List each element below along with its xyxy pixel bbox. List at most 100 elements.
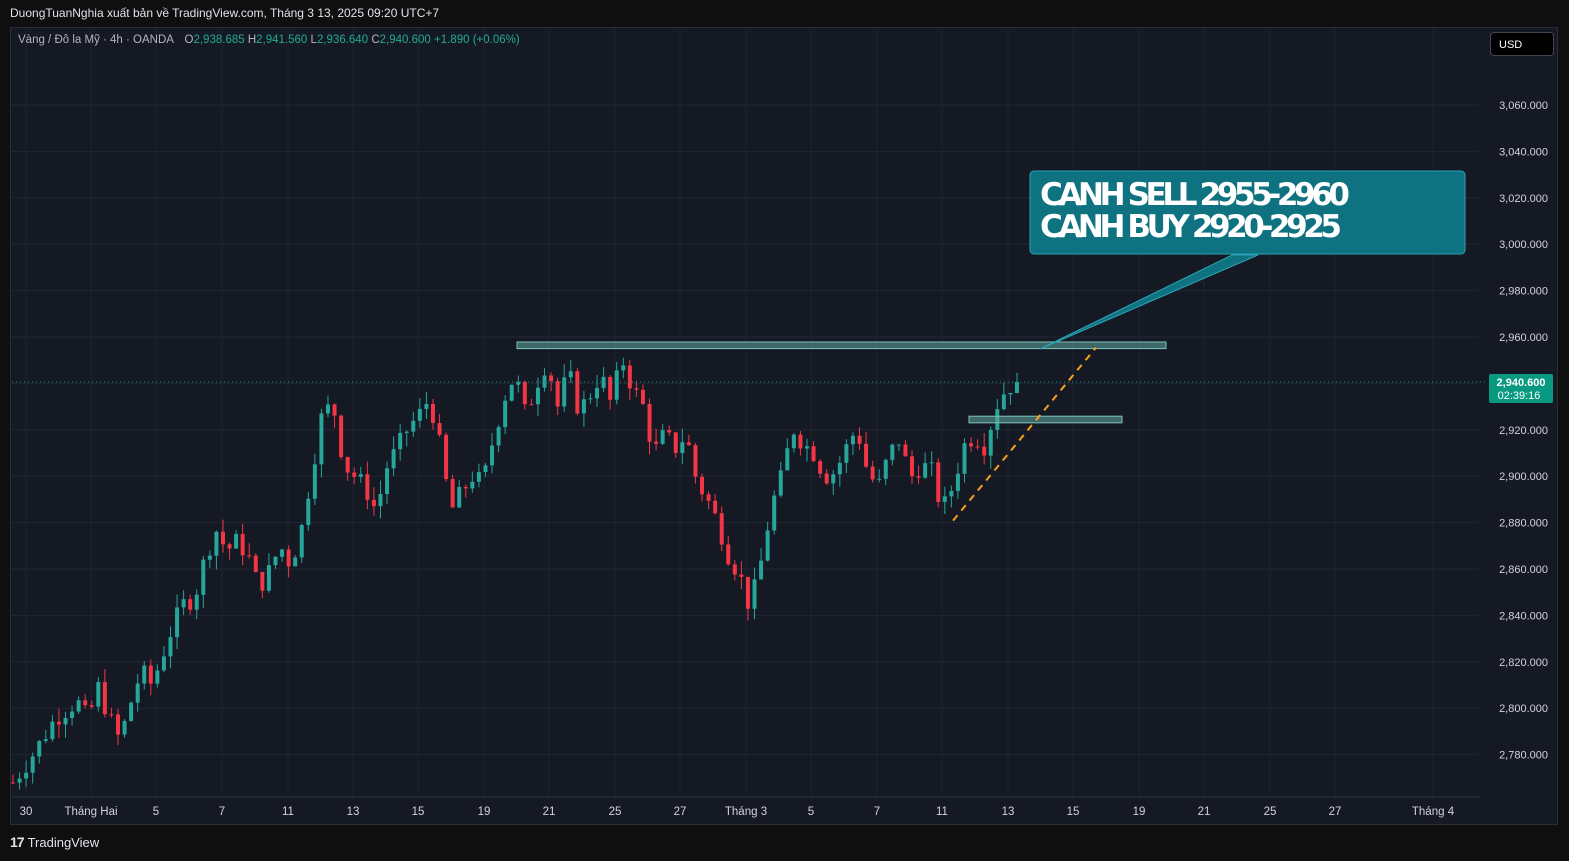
candle-body — [929, 462, 934, 464]
grid-lines — [12, 28, 1478, 797]
candle-body — [299, 524, 304, 558]
symbol-legend: Vàng / Đô la Mỹ · 4h · OANDA O2,938.685 … — [18, 34, 520, 46]
candle-body — [910, 456, 915, 477]
candle-body — [417, 408, 422, 421]
candle-body — [791, 434, 796, 449]
symbol-title[interactable]: Vàng / Đô la Mỹ · 4h · OANDA — [18, 34, 174, 46]
candle-body — [266, 565, 271, 591]
candle-body — [470, 481, 475, 489]
candle-body — [818, 461, 823, 474]
x-tick-label: 5 — [153, 806, 159, 818]
candle-body — [654, 441, 659, 444]
candle-body — [778, 470, 783, 496]
candle-body — [1001, 394, 1006, 410]
candle-body — [555, 381, 560, 407]
candle-body — [201, 559, 206, 595]
candle-body — [568, 371, 573, 378]
candle-body — [785, 448, 790, 471]
candle-body — [601, 376, 606, 388]
candle-body — [286, 549, 291, 567]
candle-body — [234, 533, 239, 549]
candle-body — [896, 444, 901, 446]
candle-body — [148, 665, 153, 684]
candle-body — [378, 494, 383, 507]
candles — [11, 357, 1019, 790]
x-tick-label: 15 — [412, 806, 425, 818]
candle-body — [850, 435, 855, 445]
candle-body — [765, 530, 770, 561]
candle-body — [640, 389, 645, 404]
candle-body — [883, 459, 888, 479]
y-tick-label: 2,860.000 — [1499, 564, 1548, 576]
candle-body — [942, 496, 947, 502]
candle-body — [660, 430, 665, 444]
chart-pane[interactable] — [10, 27, 1558, 825]
candle-body — [240, 533, 245, 556]
high-value: 2,941.560 — [256, 34, 308, 46]
candle-body — [63, 717, 68, 725]
footer-brand[interactable]: 17 TradingView — [10, 834, 99, 850]
candle-body — [844, 444, 849, 463]
candle-body — [450, 479, 455, 508]
callout-pointer — [1039, 254, 1259, 350]
candle-body — [214, 531, 219, 556]
candle-body — [476, 472, 481, 482]
candle-body — [503, 400, 508, 428]
publisher-header: DuongTuanNghia xuất bản về TradingView.c… — [10, 6, 440, 20]
candle-body — [207, 555, 212, 560]
candle-body — [273, 556, 278, 566]
candle-body — [509, 384, 514, 401]
candle-body — [312, 464, 317, 499]
x-tick-label: 27 — [674, 806, 687, 818]
y-tick-label: 2,800.000 — [1499, 703, 1548, 715]
currency-button[interactable]: USD — [1490, 32, 1554, 56]
candle-body — [96, 682, 101, 707]
candle-body — [175, 607, 180, 638]
candle-body — [667, 430, 672, 433]
candle-body — [575, 371, 580, 414]
candle-body — [621, 365, 626, 371]
candle-body — [969, 443, 974, 447]
candle-body — [109, 714, 114, 716]
candle-body — [772, 495, 777, 531]
candle-body — [135, 683, 140, 703]
candle-body — [535, 387, 540, 405]
candle-body — [155, 670, 160, 684]
candle-body — [253, 555, 258, 572]
candle-body — [627, 365, 632, 389]
candle-body — [76, 700, 81, 712]
candle-body — [982, 446, 987, 456]
candle-body — [24, 772, 29, 779]
x-tick-label: 13 — [347, 806, 360, 818]
x-tick-label: 21 — [1198, 806, 1211, 818]
candle-body — [522, 381, 527, 405]
candle-body — [457, 486, 462, 508]
price-countdown: 02:39:16 — [1498, 390, 1541, 402]
candle-body — [142, 665, 147, 684]
candle-body — [463, 486, 468, 489]
tradingview-logo-icon: 17 — [10, 834, 25, 850]
callout-line-2: CANH BUY 2920-2925 — [1040, 209, 1342, 245]
candle-body — [634, 388, 639, 390]
candle-body — [371, 499, 376, 507]
candle-body — [194, 594, 199, 610]
candle-body — [496, 427, 501, 446]
y-tick-label: 2,920.000 — [1499, 425, 1548, 437]
candle-body — [949, 490, 954, 497]
y-tick-label: 2,880.000 — [1499, 518, 1548, 530]
x-tick-label: 30 — [20, 806, 33, 818]
candle-body — [352, 472, 357, 477]
candle-body — [11, 782, 15, 784]
y-tick-label: 3,060.000 — [1499, 100, 1548, 112]
candle-body — [608, 376, 613, 400]
candle-body — [306, 498, 311, 525]
candle-body — [588, 398, 593, 400]
candle-body — [247, 555, 252, 557]
x-tick-label: Tháng 3 — [725, 806, 767, 818]
candle-body — [936, 462, 941, 502]
y-tick-label: 2,780.000 — [1499, 750, 1548, 762]
candle-body — [339, 415, 344, 458]
open-value: 2,938.685 — [193, 34, 245, 46]
